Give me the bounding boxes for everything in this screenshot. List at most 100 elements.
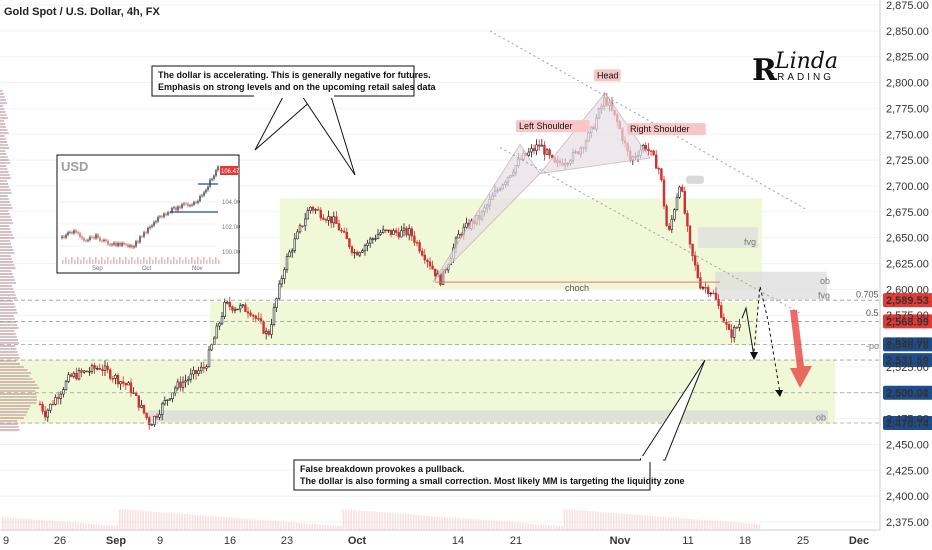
candle-body xyxy=(410,228,413,237)
volume-bar xyxy=(0,372,32,374)
volume-bar xyxy=(0,324,18,326)
candle-body xyxy=(714,292,718,300)
volume-column xyxy=(446,517,449,530)
candle-body xyxy=(145,412,148,419)
volume-column xyxy=(103,524,105,530)
candle-body xyxy=(545,149,549,155)
candle-body xyxy=(532,148,536,151)
volume-column xyxy=(503,521,506,530)
volume-column xyxy=(43,520,46,530)
candle-body xyxy=(683,190,687,214)
x-tick-label: 18 xyxy=(739,535,751,547)
x-tick-label: 11 xyxy=(682,535,693,547)
volume-bar xyxy=(0,237,14,239)
volume-column xyxy=(732,522,735,530)
volume-column xyxy=(7,517,9,530)
candle-body xyxy=(148,417,151,426)
volume-column xyxy=(633,514,636,530)
candle-body xyxy=(337,223,341,231)
candle-body xyxy=(254,315,257,319)
volume-column xyxy=(428,515,430,530)
candle-body xyxy=(285,256,289,270)
volume-bar xyxy=(0,282,17,284)
volume-bar xyxy=(0,405,31,407)
candle-body xyxy=(236,308,239,311)
volume-bar xyxy=(0,426,19,428)
volume-column xyxy=(654,516,657,530)
volume-bar xyxy=(0,360,16,362)
candle-body xyxy=(665,205,668,227)
inset-volume xyxy=(161,257,163,264)
volume-column xyxy=(381,512,384,530)
volume-bar xyxy=(0,105,4,107)
volume-column xyxy=(147,511,150,530)
volume-column xyxy=(95,524,98,530)
candle-body xyxy=(657,168,661,170)
candle-body xyxy=(316,209,320,211)
volume-bar xyxy=(0,363,20,365)
big-down-arrow xyxy=(790,310,812,388)
volume-column xyxy=(199,515,202,530)
candle-body xyxy=(647,148,650,152)
volume-bar xyxy=(0,396,37,398)
volume-column xyxy=(334,525,337,530)
volume-bar xyxy=(0,423,18,425)
candle-body xyxy=(194,370,198,374)
candle-body xyxy=(353,251,356,254)
candle-body xyxy=(358,252,361,256)
volume-column xyxy=(85,523,87,530)
y-tick-label: 2,825.00 xyxy=(886,52,929,64)
volume-bar xyxy=(0,171,9,173)
candle-body xyxy=(174,387,177,394)
inset-volume xyxy=(167,257,169,264)
candle-body xyxy=(46,409,50,418)
candle-body xyxy=(719,305,723,318)
x-tick-label: 26 xyxy=(54,535,66,547)
volume-bar xyxy=(0,123,6,125)
inset-volume xyxy=(188,260,190,264)
candle-body xyxy=(686,212,689,227)
volume-column xyxy=(626,514,628,530)
price-badge xyxy=(883,385,932,400)
volume-column xyxy=(129,509,131,530)
candle-body xyxy=(124,382,128,386)
candle-body xyxy=(210,344,213,351)
volume-bar xyxy=(0,357,20,359)
x-tick-label: 25 xyxy=(797,535,809,547)
volume-column xyxy=(685,518,688,530)
candle-body xyxy=(670,218,674,230)
inset-xtick-2: Oct xyxy=(142,266,152,272)
volume-column xyxy=(532,523,534,530)
volume-column xyxy=(207,515,209,530)
volume-column xyxy=(30,519,33,530)
volume-column xyxy=(493,520,495,530)
volume-column xyxy=(496,521,498,530)
inset-candle-body xyxy=(193,202,195,205)
candle-body xyxy=(249,312,252,316)
callout-breakdown-line1: False breakdown provokes a pullback. xyxy=(300,464,465,474)
inset-volume xyxy=(128,260,130,264)
inset-candle-body xyxy=(99,237,101,241)
volume-column xyxy=(451,517,454,530)
zone-label: ob xyxy=(820,276,830,286)
volume-column xyxy=(38,519,40,530)
volume-column xyxy=(475,519,477,530)
candle-body xyxy=(218,322,221,327)
candle-body xyxy=(725,321,728,325)
candles xyxy=(2,92,761,530)
volume-column xyxy=(160,512,163,530)
x-tick-label: 16 xyxy=(224,535,236,547)
volume-column xyxy=(116,525,118,530)
volume-column xyxy=(366,511,368,530)
volume-column xyxy=(737,522,740,530)
candle-body xyxy=(309,206,312,211)
zone-ob-low xyxy=(148,410,828,422)
inset-volume xyxy=(194,260,196,264)
y-tick-label: 2,700.00 xyxy=(886,181,929,193)
inset-candle-body xyxy=(171,208,173,213)
volume-bar xyxy=(0,96,5,98)
y-tick-label: 2,375.00 xyxy=(886,517,929,529)
volume-column xyxy=(254,519,256,530)
volume-bar xyxy=(0,111,6,113)
